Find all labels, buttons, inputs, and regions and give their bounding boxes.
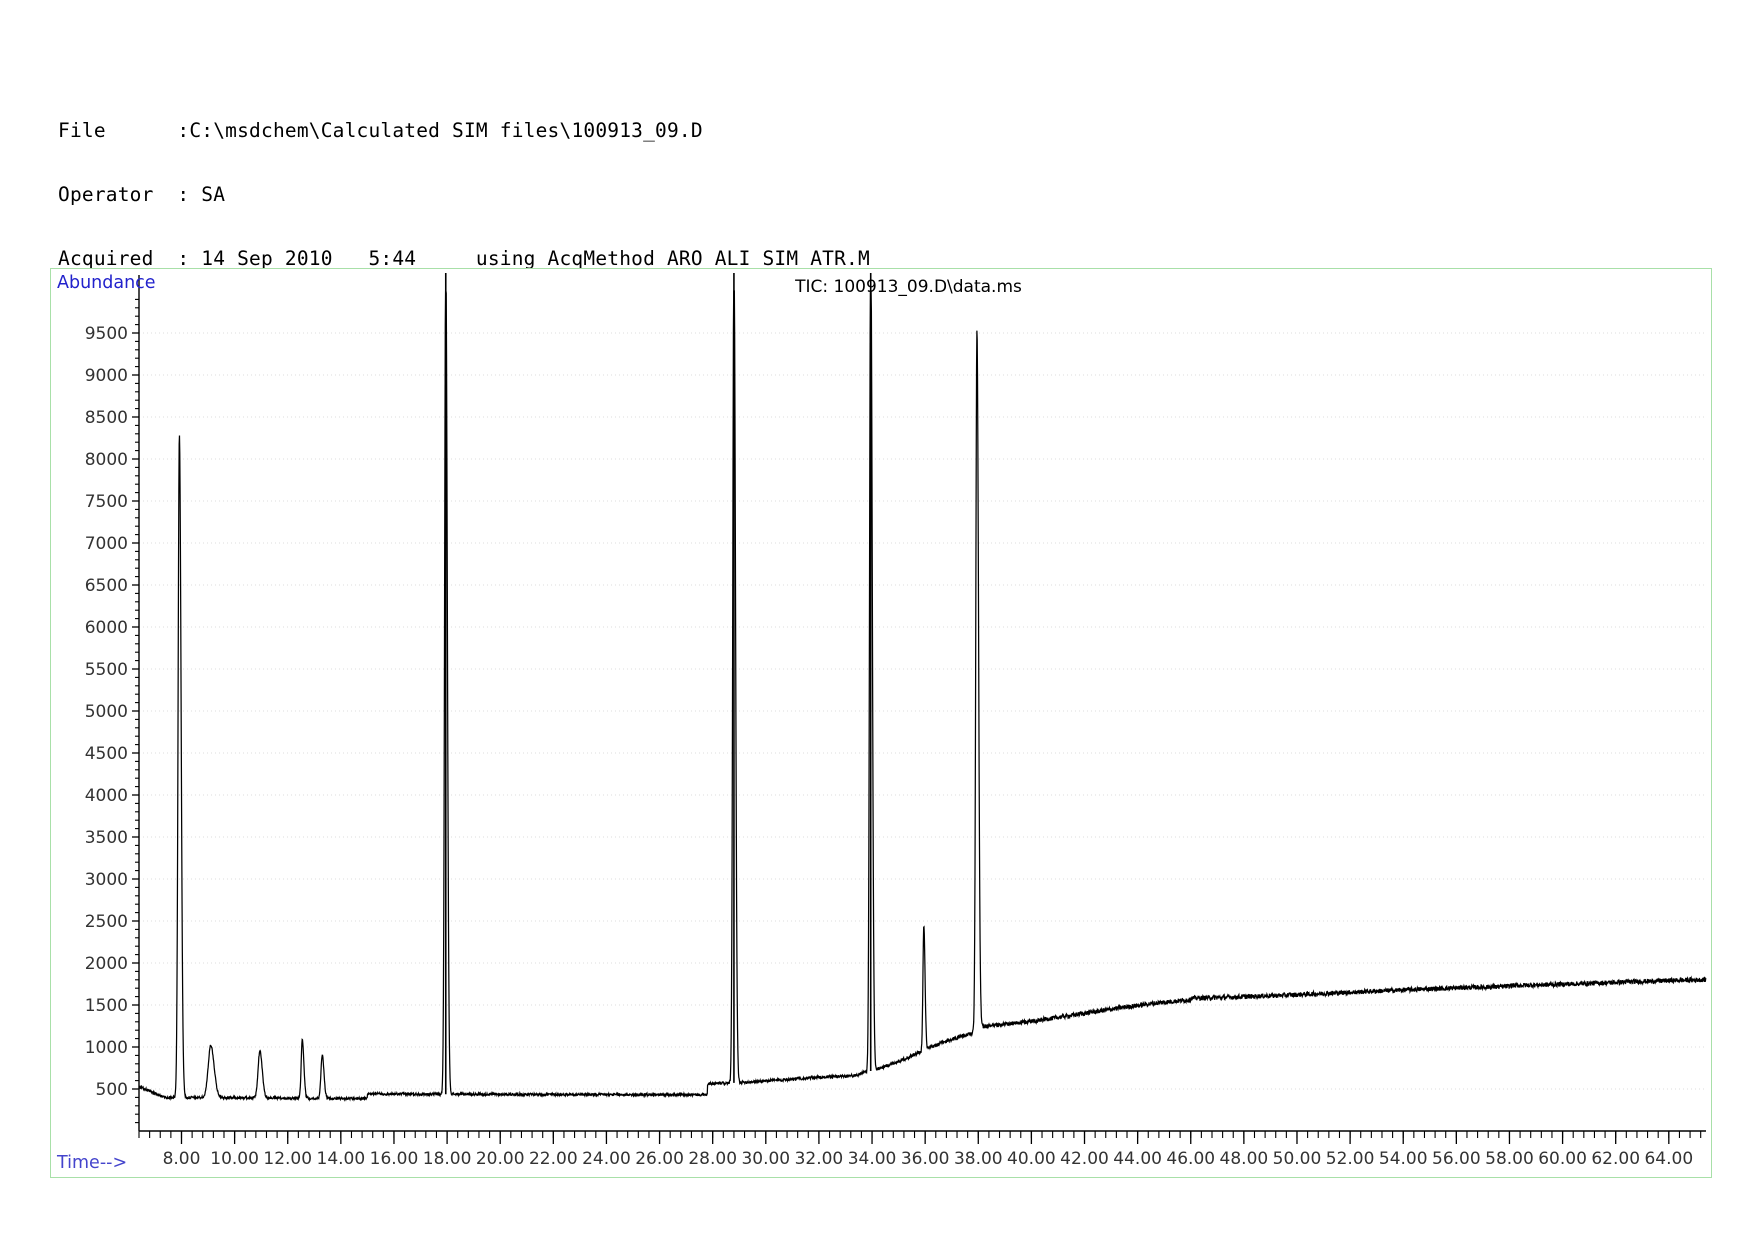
- y-tick-label: 1500: [85, 996, 128, 1016]
- y-tick-label: 9500: [85, 324, 128, 344]
- y-tick-label: 4000: [85, 786, 128, 806]
- x-tick-label: 18.00: [423, 1149, 472, 1169]
- header-sep-file: :: [105, 119, 190, 143]
- y-tick-label: 6500: [85, 576, 128, 596]
- y-tick-label: 1000: [85, 1038, 128, 1058]
- header-label-acquired: Acquired: [58, 246, 154, 270]
- header-row-acquired: Acquired : 14 Sep 2010 5:44 using AcqMet…: [58, 248, 870, 269]
- y-axis-title: Abundance: [57, 273, 156, 293]
- x-tick-label: 28.00: [688, 1149, 737, 1169]
- header-value-acquired: 14 Sep 2010 5:44 using AcqMethod ARO_ALI…: [201, 246, 870, 270]
- x-tick-label: 10.00: [210, 1149, 259, 1169]
- x-tick-label: 32.00: [795, 1149, 844, 1169]
- tic-trace: [138, 290, 1707, 1102]
- x-tick-label: 58.00: [1485, 1149, 1534, 1169]
- y-tick-label: 3000: [85, 870, 128, 890]
- y-tick-label: 5500: [85, 660, 128, 680]
- x-tick-label: 52.00: [1326, 1149, 1375, 1169]
- x-tick-label: 34.00: [848, 1149, 897, 1169]
- x-tick-label: 44.00: [1113, 1149, 1162, 1169]
- header-row-file: File :C:\msdchem\Calculated SIM files\10…: [58, 120, 870, 141]
- header-value-operator: SA: [201, 183, 226, 207]
- x-tick-label: 14.00: [317, 1149, 366, 1169]
- y-tick-label: 2000: [85, 954, 128, 974]
- y-tick-label: 9000: [85, 366, 128, 386]
- x-tick-label: 8.00: [163, 1149, 201, 1169]
- chromatogram-canvas: 500 1000 1500 2000 2500 3000 3500 4000 4500 5000 5…: [85, 273, 1707, 1169]
- y-tick-label: 2500: [85, 912, 128, 932]
- x-tick-label: 48.00: [1220, 1149, 1269, 1169]
- y-tick-label: 500: [96, 1080, 128, 1100]
- x-tick-label: 30.00: [741, 1149, 790, 1169]
- x-tick-label: 42.00: [1060, 1149, 1109, 1169]
- x-tick-label: 64.00: [1644, 1149, 1693, 1169]
- y-tick-label: 8500: [85, 408, 128, 428]
- x-tick-label: 24.00: [582, 1149, 631, 1169]
- x-tick-label: 36.00: [901, 1149, 950, 1169]
- x-tick-label: 12.00: [263, 1149, 312, 1169]
- x-axis-title: Time-->: [57, 1153, 128, 1173]
- x-tick-label: 20.00: [476, 1149, 525, 1169]
- x-tick-label: 22.00: [529, 1149, 578, 1169]
- x-tick-label: 38.00: [954, 1149, 1003, 1169]
- y-tick-label: 7000: [85, 534, 128, 554]
- x-tick-label: 56.00: [1432, 1149, 1481, 1169]
- x-tick-label: 60.00: [1538, 1149, 1587, 1169]
- x-tick-label: 50.00: [1273, 1149, 1322, 1169]
- y-tick-label: 3500: [85, 828, 128, 848]
- y-tick-label: 7500: [85, 492, 128, 512]
- x-tick-label: 54.00: [1379, 1149, 1428, 1169]
- header-label-operator: Operator: [58, 183, 154, 207]
- header-sep-acquired: :: [153, 246, 202, 270]
- y-tick-label: 4500: [85, 744, 128, 764]
- y-tick-label: 6000: [85, 618, 128, 638]
- header-row-operator: Operator : SA: [58, 184, 870, 205]
- y-tick-label: 8000: [85, 450, 128, 470]
- chromatogram-plot-frame: 500 1000 1500 2000 2500 3000 3500 4000 4500 5000 5…: [50, 268, 1712, 1178]
- y-tick-label: 5000: [85, 702, 128, 722]
- header-sep-operator: :: [153, 183, 202, 207]
- x-tick-label: 40.00: [1007, 1149, 1056, 1169]
- x-tick-label: 62.00: [1591, 1149, 1640, 1169]
- x-tick-label: 46.00: [1166, 1149, 1215, 1169]
- header-value-file: C:\msdchem\Calculated SIM files\100913_0…: [189, 119, 703, 143]
- header-label-file: File: [58, 119, 106, 143]
- x-tick-label: 26.00: [635, 1149, 684, 1169]
- x-tick-label: 16.00: [370, 1149, 419, 1169]
